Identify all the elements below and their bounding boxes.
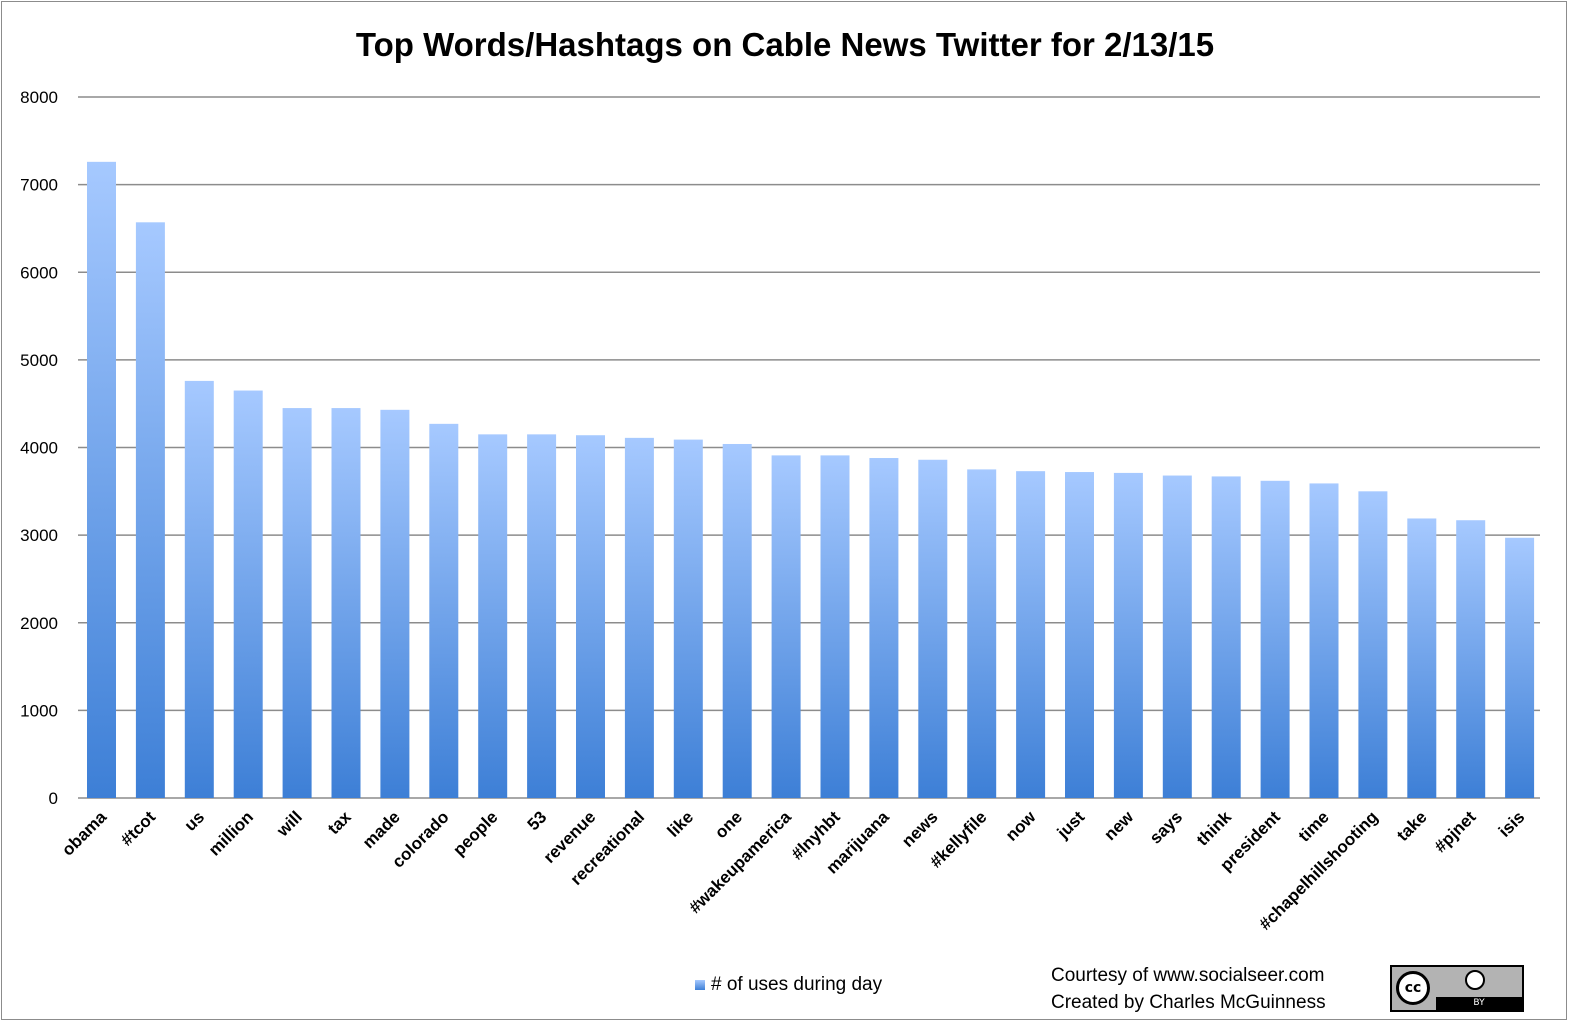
y-tick-label: 3000 <box>20 526 58 545</box>
bar-president <box>1260 480 1290 798</box>
y-axis: 0 1000 2000 3000 4000 5000 6000 7000 8000 <box>20 88 58 808</box>
x-tick-label: us <box>181 807 208 834</box>
bar-revenue <box>576 435 605 798</box>
x-tick-label: will <box>272 807 306 841</box>
bar-marijuana <box>869 458 899 798</box>
bar-isis <box>1505 537 1535 798</box>
chart-title: Top Words/Hashtags on Cable News Twitter… <box>355 26 1215 63</box>
y-tick-label: 5000 <box>20 351 58 370</box>
bar-will <box>282 408 312 798</box>
x-tick-label: #pjnet <box>1431 807 1480 856</box>
bar-53 <box>527 434 557 798</box>
x-tick-label: tax <box>324 807 355 838</box>
bar-time <box>1309 483 1339 798</box>
x-tick-label: take <box>1393 807 1430 844</box>
bar-says <box>1162 475 1192 798</box>
bar-wakeupamerica <box>771 455 801 798</box>
y-tick-label: 8000 <box>20 88 58 107</box>
bar-tcot <box>135 222 165 798</box>
x-tick-label: million <box>205 807 257 859</box>
x-tick-label: made <box>359 807 404 852</box>
y-tick-label: 1000 <box>20 701 58 720</box>
y-tick-label: 2000 <box>20 614 58 633</box>
bar-people <box>478 434 508 798</box>
x-tick-label: time <box>1295 807 1333 845</box>
cc-license-badge: cc BY <box>1390 965 1524 1012</box>
gridlines <box>78 96 1540 799</box>
x-tick-label: now <box>1002 807 1040 845</box>
cc-icon: cc <box>1396 971 1430 1005</box>
x-tick-label: like <box>664 807 697 840</box>
x-tick-label: #tcot <box>117 807 159 849</box>
bar-news <box>918 459 948 798</box>
attribution-person-icon <box>1465 970 1485 990</box>
x-tick-label: says <box>1146 807 1186 847</box>
bar-now <box>1016 471 1046 798</box>
credit-line-2: Created by Charles McGuinness <box>1051 992 1326 1013</box>
bar-pjnet <box>1456 520 1486 798</box>
credit-block: Courtesy of www.socialseer.com Created b… <box>1051 962 1326 1016</box>
x-tick-label: new <box>1100 807 1137 844</box>
bar-tax <box>331 408 361 798</box>
bar-just <box>1065 472 1094 798</box>
bar-one <box>722 443 752 798</box>
legend-label: # of uses during day <box>711 974 883 995</box>
x-tick-label: 53 <box>524 807 551 834</box>
bar-recreational <box>624 437 654 798</box>
legend-swatch <box>695 980 705 990</box>
x-tick-label: news <box>898 807 942 851</box>
bar-think <box>1211 476 1241 798</box>
x-tick-label: isis <box>1495 807 1528 840</box>
bar-million <box>233 390 263 798</box>
y-tick-label: 6000 <box>20 263 58 282</box>
bar-lnyhbt <box>820 455 850 798</box>
bar-colorado <box>429 423 459 798</box>
bar-chapelhillshooting <box>1358 491 1388 798</box>
legend: # of uses during day <box>695 974 882 996</box>
bar-take <box>1407 518 1437 798</box>
x-tick-label: obama <box>58 807 111 860</box>
by-strip: BY <box>1436 997 1522 1010</box>
y-tick-label: 4000 <box>20 439 58 458</box>
bar-us <box>184 380 214 798</box>
bar-new <box>1113 472 1143 798</box>
bar-like <box>673 439 703 798</box>
license-badge-text: BY <box>1473 998 1485 1008</box>
x-tick-label: think <box>1193 807 1236 850</box>
bars <box>87 161 1535 798</box>
y-tick-label: 7000 <box>20 176 58 195</box>
x-tick-label: one <box>711 807 746 842</box>
bar-kellyfile <box>967 469 997 798</box>
bar-obama <box>87 161 116 798</box>
x-tick-label: just <box>1053 807 1089 843</box>
y-tick-label: 0 <box>49 789 58 808</box>
x-tick-label: people <box>449 807 501 859</box>
credit-line-1: Courtesy of www.socialseer.com <box>1051 965 1325 986</box>
bar-made <box>380 409 410 798</box>
